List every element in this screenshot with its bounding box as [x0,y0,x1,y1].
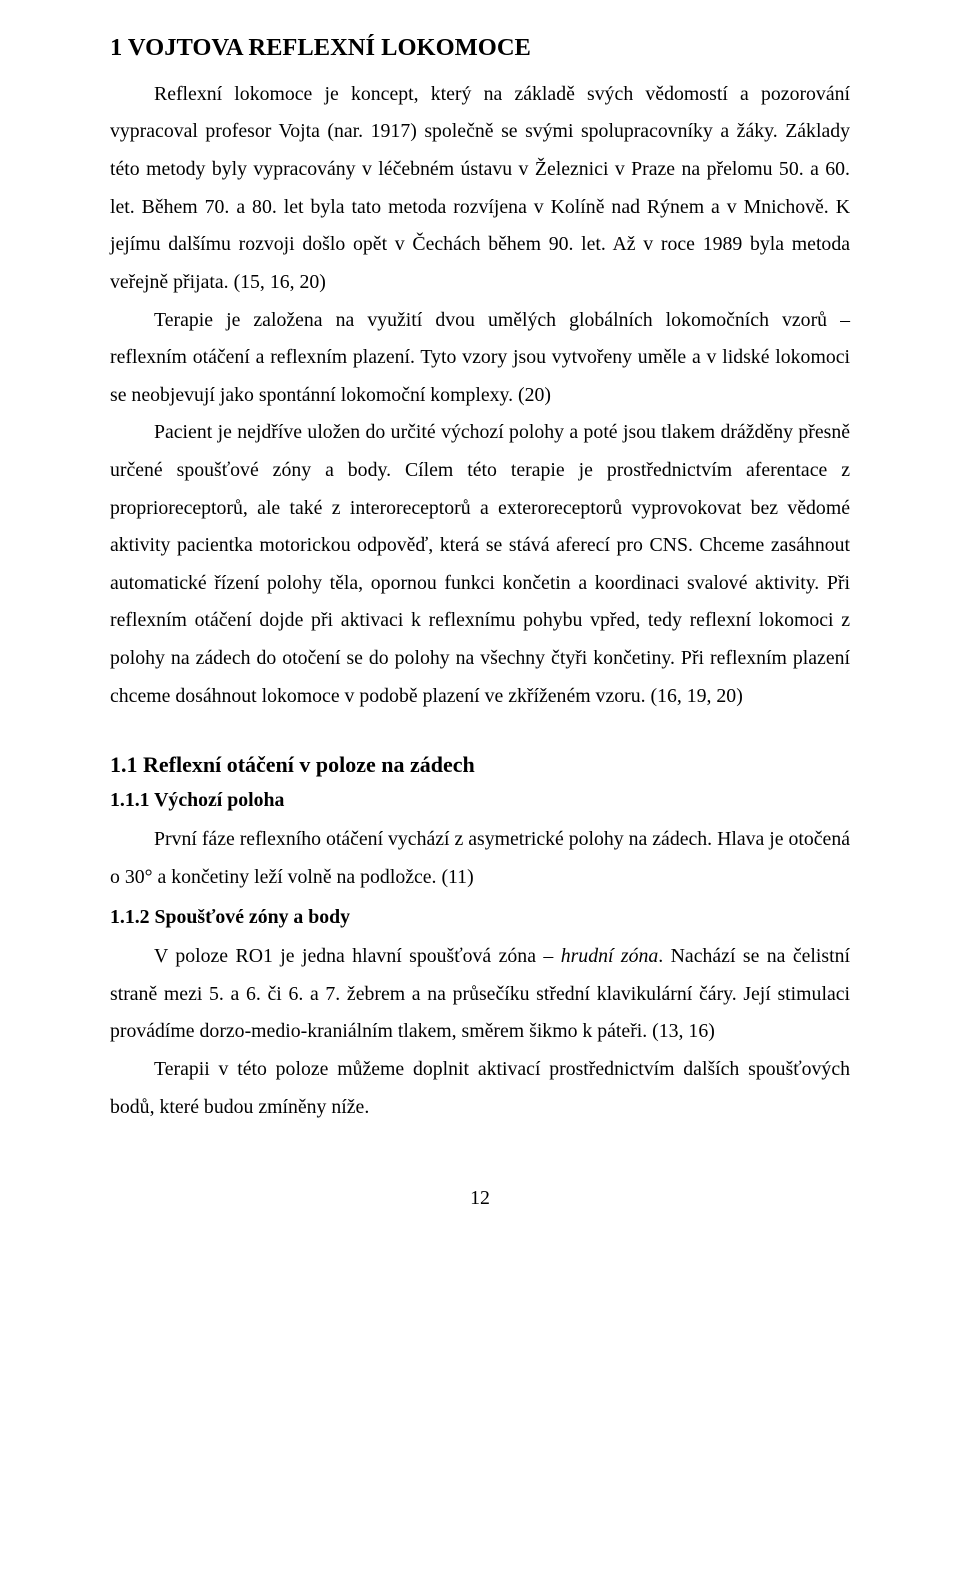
paragraph: První fáze reflexního otáčení vychází z … [110,821,850,896]
paragraph: Pacient je nejdříve uložen do určité výc… [110,414,850,715]
heading-3-vychozi-poloha: 1.1.1 Výchozí poloha [110,782,850,820]
heading-3-spoustove-zony: 1.1.2 Spoušťové zóny a body [110,899,850,937]
paragraph: Terapie je založena na využití dvou uměl… [110,302,850,415]
heading-1: 1 VOJTOVA REFLEXNÍ LOKOMOCE [110,32,850,64]
page-number: 12 [110,1180,850,1218]
paragraph: Reflexní lokomoce je koncept, který na z… [110,76,850,302]
heading-2: 1.1 Reflexní otáčení v poloze na zádech [110,751,850,780]
document-page: 1 VOJTOVA REFLEXNÍ LOKOMOCE Reflexní lok… [0,0,960,1594]
text-run: V poloze RO1 je jedna hlavní spoušťová z… [154,945,561,967]
paragraph: Terapii v této poloze můžeme doplnit akt… [110,1051,850,1126]
italic-text: hrudní zóna [561,945,659,967]
paragraph: V poloze RO1 je jedna hlavní spoušťová z… [110,938,850,1051]
